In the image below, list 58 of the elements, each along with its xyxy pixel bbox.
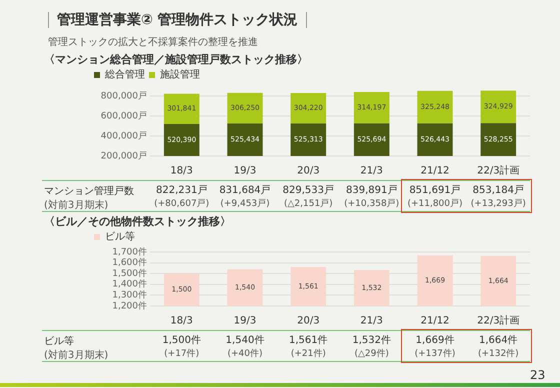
text: (+21件) — [290, 348, 326, 360]
text: (対前3月期末) — [44, 348, 108, 362]
x-tick-label: 21/12 — [420, 316, 450, 327]
total-label: 829,533戸 — [282, 184, 334, 197]
x-tick-label: 18/3 — [170, 316, 193, 327]
x-tick-label: 21/12 — [420, 166, 450, 177]
text: (対前3月期末) — [44, 198, 108, 212]
x-tick-label: 21/3 — [360, 166, 383, 177]
y-tick-label: 200,000戸 — [100, 151, 147, 162]
x-tick-label: 19/3 — [234, 316, 256, 327]
total-label: 839,891戸 — [346, 184, 398, 197]
y-tick-label: 1,600件 — [112, 257, 147, 268]
total-label: 1,540件 — [226, 334, 264, 347]
y-tick-label: 1,300件 — [112, 290, 147, 301]
chart-title: 〈マンション総合管理／施設管理戸数ストック推移〉 — [44, 52, 308, 67]
total-label: 822,231戸 — [156, 184, 208, 197]
text: 管理運営事業② 管理物件ストック状況 — [48, 12, 307, 28]
chart-title: 〈ビル／その他物件数ストック推移〉 — [44, 214, 231, 229]
x-tick-label: 21/3 — [360, 316, 383, 327]
y-tick-label: 400,000戸 — [100, 131, 147, 142]
x-tick-label: 22/3計画 — [477, 164, 520, 177]
legend-label: 総合管理 — [104, 68, 145, 81]
y-tick-label: 600,000戸 — [100, 111, 147, 122]
total-label: 1,664件 — [479, 334, 518, 347]
legend-label: ビル等 — [105, 230, 135, 243]
text: (+132件) — [478, 348, 519, 360]
text: (+9,453戸) — [220, 198, 270, 210]
text: (△29件) — [354, 348, 389, 360]
text: マンション管理戸数 — [44, 185, 134, 198]
text: ビル等 — [44, 335, 74, 348]
y-tick-label: 1,700件 — [112, 246, 147, 258]
y-tick-label: 1,500件 — [112, 268, 147, 279]
x-tick-label: 18/3 — [170, 166, 193, 177]
text: (△2,151戸) — [284, 198, 333, 210]
y-tick-label: 1,400件 — [112, 278, 147, 290]
y-tick-label: 800,000戸 — [100, 91, 147, 102]
x-tick-label: 19/3 — [234, 166, 256, 177]
y-tick-label: 1,200件 — [112, 300, 147, 312]
text: (+40件) — [227, 348, 263, 360]
total-label: 1,669件 — [416, 334, 454, 347]
text: (+17件) — [164, 348, 200, 360]
total-label: 1,532件 — [352, 334, 391, 347]
total-label: 1,500件 — [162, 334, 201, 347]
text: 管理ストックの拡大と不採算案件の整理を推進 — [48, 36, 258, 49]
legend-label: 施設管理 — [160, 68, 200, 81]
text: (+137件) — [414, 348, 456, 360]
total-label: 831,684戸 — [219, 184, 271, 197]
text: 23 — [530, 368, 546, 382]
text: (+13,293戸) — [470, 198, 526, 210]
x-tick-label: 22/3計画 — [477, 314, 520, 327]
x-tick-label: 20/3 — [297, 166, 320, 177]
total-label: 853,184戸 — [472, 184, 524, 197]
total-label: 851,691戸 — [409, 184, 461, 197]
x-tick-label: 20/3 — [297, 316, 320, 327]
text: (+11,800戸) — [407, 198, 463, 210]
total-label: 1,561件 — [289, 334, 328, 347]
text: (+80,607戸) — [154, 198, 210, 210]
text: (+10,358戸) — [344, 198, 400, 210]
